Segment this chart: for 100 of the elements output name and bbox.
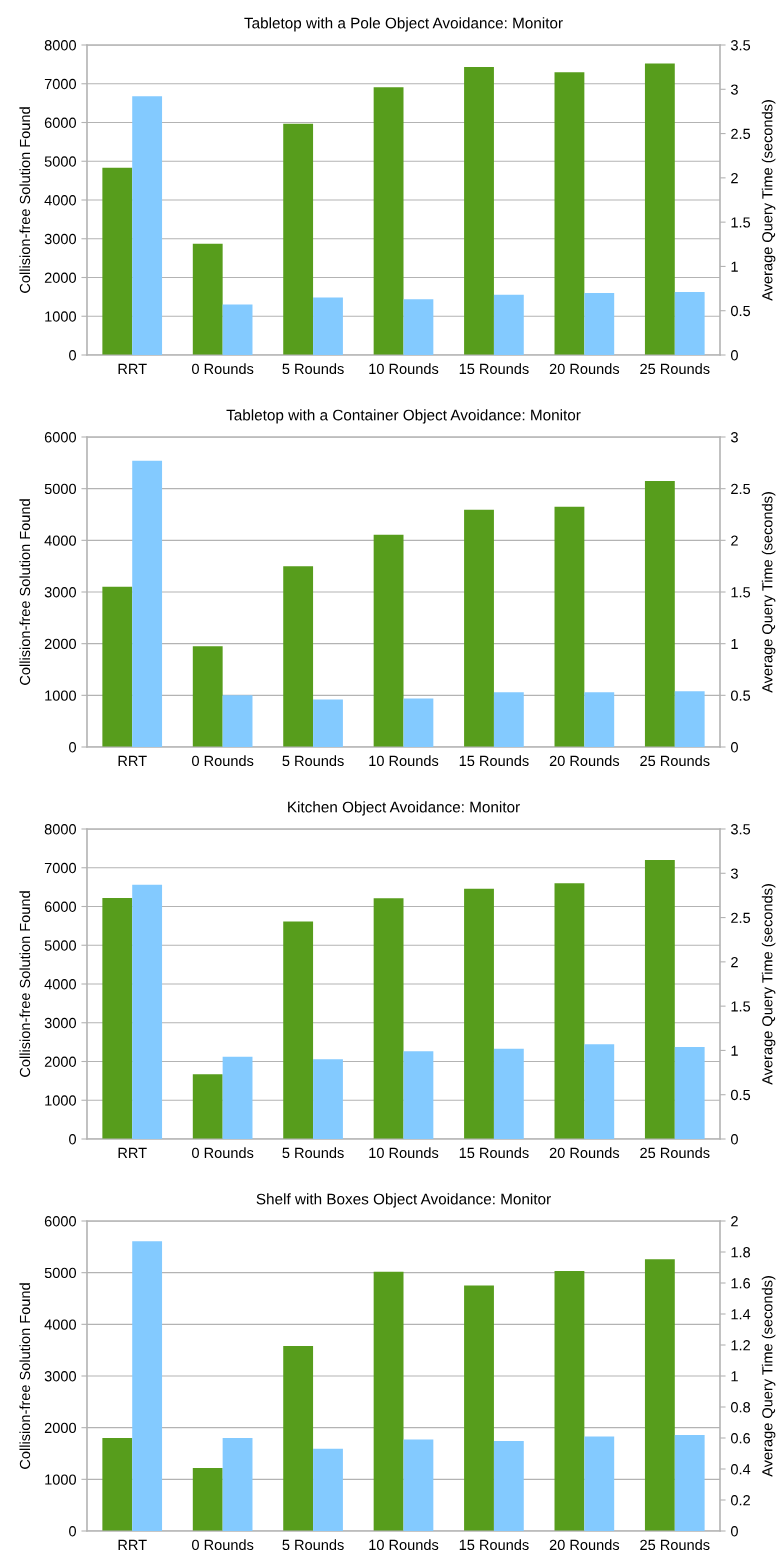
y-tick-label: 0 bbox=[69, 742, 77, 753]
y-axis-title: Collision-free Solution Found bbox=[19, 891, 31, 1077]
y-tick-label: 4000 bbox=[44, 1319, 77, 1330]
y-tick-label: 6000 bbox=[44, 901, 77, 912]
x-tick-label: 15 Rounds bbox=[459, 755, 529, 767]
bar bbox=[644, 63, 675, 355]
bar bbox=[464, 509, 494, 747]
y2-tick-label: 0.5 bbox=[730, 305, 751, 317]
y2-tick-label: 0.6 bbox=[730, 1433, 751, 1444]
bar bbox=[464, 67, 494, 355]
y2-tick-label: 1.5 bbox=[731, 587, 751, 598]
x-tick-label: 5 Rounds bbox=[282, 363, 344, 375]
bar bbox=[554, 883, 585, 1139]
chart-title: Tabletop with a Pole Object Avoidance: Monitor bbox=[244, 17, 563, 32]
chart-title: Shelf with Boxes Object Avoidance: Monitor bbox=[256, 1193, 551, 1208]
bar bbox=[493, 294, 524, 355]
x-tick-label: 5 Rounds bbox=[282, 1147, 344, 1159]
bar bbox=[644, 860, 675, 1139]
y2-tick-label: 1.5 bbox=[731, 1001, 751, 1012]
y-tick-label: 5000 bbox=[44, 156, 77, 167]
bar bbox=[644, 480, 675, 747]
y-tick-label: 7000 bbox=[44, 78, 77, 90]
x-tick-label: 15 Rounds bbox=[459, 1147, 529, 1159]
bar bbox=[313, 297, 343, 355]
y-tick-label: 5000 bbox=[44, 1267, 77, 1279]
y-tick-label: 4000 bbox=[44, 195, 77, 206]
bar bbox=[584, 692, 615, 747]
y2-tick-label: 3.5 bbox=[730, 40, 751, 51]
x-tick-label: 10 Rounds bbox=[369, 363, 439, 375]
x-tick-label: 25 Rounds bbox=[640, 1147, 710, 1159]
y2-tick-label: 0 bbox=[730, 1134, 738, 1145]
y2-tick-label: 0.5 bbox=[730, 1089, 751, 1101]
y2-tick-label: 0.2 bbox=[730, 1495, 750, 1506]
y-tick-label: 5000 bbox=[44, 940, 77, 951]
bar bbox=[192, 243, 223, 355]
y-tick-label: 1000 bbox=[45, 690, 77, 701]
y2-tick-label: 2.5 bbox=[731, 483, 751, 495]
y2-tick-label: 3 bbox=[730, 84, 738, 95]
x-tick-label: 20 Rounds bbox=[549, 1147, 620, 1159]
chart-title: Tabletop with a Container Object Avoidance: Monitor bbox=[226, 409, 581, 424]
y-tick-label: 3000 bbox=[44, 1371, 77, 1382]
y-tick-label: 5000 bbox=[44, 483, 77, 495]
y2-tick-label: 2 bbox=[731, 172, 738, 184]
y-tick-label: 0 bbox=[69, 1134, 77, 1145]
x-tick-label: 5 Rounds bbox=[282, 1539, 344, 1551]
x-tick-label: 15 Rounds bbox=[459, 1539, 529, 1551]
y2-tick-label: 0 bbox=[730, 1526, 738, 1537]
x-tick-label: 20 Rounds bbox=[549, 363, 620, 375]
x-tick-label: 20 Rounds bbox=[549, 1539, 620, 1551]
bar bbox=[373, 898, 404, 1139]
bar bbox=[373, 87, 404, 355]
y2-tick-label: 1.2 bbox=[731, 1340, 750, 1351]
y-tick-label: 4000 bbox=[44, 979, 77, 990]
y-tick-label: 2000 bbox=[44, 1422, 77, 1434]
y-tick-label: 3000 bbox=[44, 1017, 77, 1029]
y-axis-title: Collision-free Solution Found bbox=[19, 499, 31, 685]
y2-tick-label: 0.5 bbox=[730, 690, 751, 701]
bar bbox=[554, 72, 585, 355]
x-tick-label: RRT bbox=[118, 755, 147, 766]
bar bbox=[584, 293, 615, 355]
x-tick-label: 15 Rounds bbox=[459, 363, 529, 375]
y-axis-title: Collision-free Solution Found bbox=[19, 107, 31, 293]
y2-tick-label: 0.8 bbox=[730, 1402, 751, 1413]
x-tick-label: 0 Rounds bbox=[192, 1539, 254, 1551]
bar bbox=[493, 692, 524, 747]
y2-tick-label: 1.6 bbox=[731, 1278, 751, 1289]
x-tick-label: 25 Rounds bbox=[640, 755, 710, 767]
bar bbox=[554, 506, 585, 747]
x-tick-label: RRT bbox=[118, 1147, 147, 1158]
y2-tick-label: 2.5 bbox=[731, 912, 751, 923]
y2-tick-label: 1 bbox=[731, 1371, 738, 1382]
y-tick-label: 1000 bbox=[45, 1474, 77, 1485]
bar bbox=[283, 566, 314, 747]
x-tick-label: 0 Rounds bbox=[192, 755, 254, 767]
y-tick-label: 0 bbox=[69, 350, 77, 361]
y2-tick-label: 1 bbox=[731, 638, 738, 649]
y2-tick-label: 3 bbox=[730, 868, 738, 879]
y-tick-label: 3000 bbox=[44, 233, 77, 245]
x-tick-label: 0 Rounds bbox=[192, 363, 254, 375]
y-axis-title: Collision-free Solution Found bbox=[19, 1283, 31, 1469]
y-tick-label: 8000 bbox=[44, 824, 77, 835]
y-tick-label: 1000 bbox=[45, 1095, 77, 1106]
chart-title: Kitchen Object Avoidance: Monitor bbox=[288, 801, 520, 816]
bar bbox=[403, 299, 434, 355]
y-tick-label: 2000 bbox=[44, 638, 77, 650]
bar bbox=[283, 921, 314, 1139]
bar bbox=[674, 292, 705, 355]
y2-tick-label: 1 bbox=[731, 261, 738, 272]
y-tick-label: 6000 bbox=[44, 432, 77, 443]
bar bbox=[313, 699, 343, 747]
x-tick-label: 10 Rounds bbox=[369, 755, 439, 767]
bar bbox=[373, 534, 404, 747]
y2-tick-label: 1.4 bbox=[731, 1309, 751, 1320]
bar bbox=[283, 123, 314, 355]
bar bbox=[373, 1271, 404, 1531]
y-tick-label: 2000 bbox=[44, 1056, 77, 1067]
bar bbox=[403, 698, 434, 747]
x-tick-label: RRT bbox=[118, 363, 147, 374]
y2-tick-label: 0 bbox=[730, 742, 738, 753]
y2-axis-title: Average Query Time (seconds) bbox=[761, 1276, 776, 1477]
